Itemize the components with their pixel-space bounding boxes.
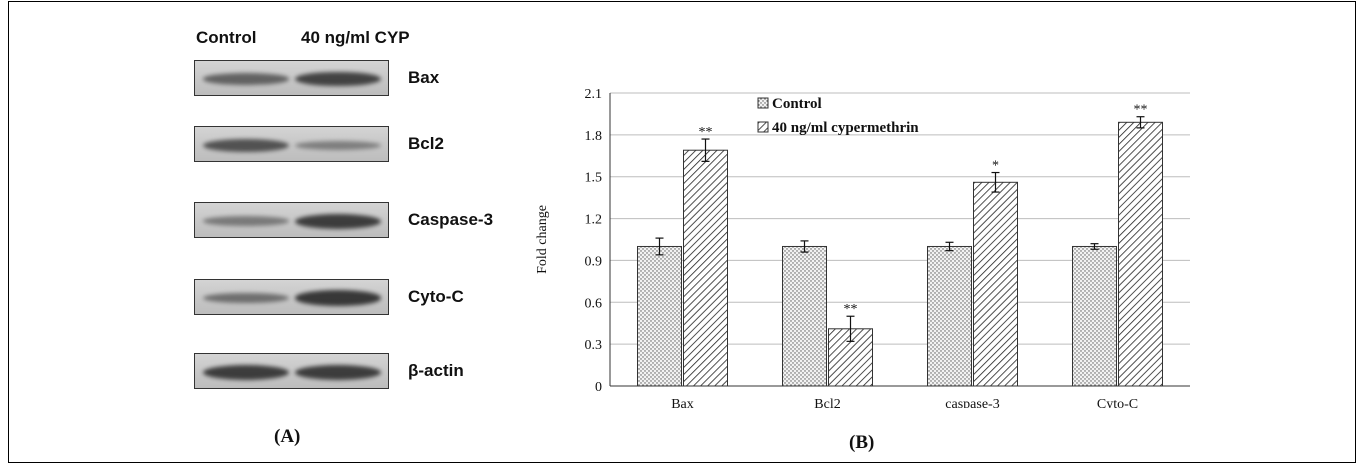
y-tick-label: 0.6 — [585, 296, 603, 311]
y-tick-label: 0 — [595, 380, 602, 395]
control-band — [203, 216, 289, 226]
y-tick-label: 1.2 — [585, 213, 603, 228]
bar-control — [782, 245, 827, 387]
significance-mark: ** — [1134, 103, 1148, 118]
y-tick-label: 1.8 — [585, 129, 603, 144]
control-band — [203, 138, 289, 152]
x-tick-label: Bax — [671, 397, 694, 408]
panel-b-label: (B) — [849, 432, 875, 453]
y-tick-label: 1.5 — [585, 171, 603, 186]
blot-image — [194, 60, 389, 96]
bar-treatment — [973, 181, 1018, 387]
y-tick-label: 0.9 — [585, 254, 603, 269]
blot-label: Bcl2 — [408, 134, 444, 153]
blot-image — [194, 202, 389, 238]
panel-a-label: (A) — [274, 426, 301, 447]
treatment-band — [295, 140, 381, 150]
control-band — [203, 364, 289, 380]
significance-mark: * — [992, 159, 999, 174]
y-tick-label: 2.1 — [585, 87, 603, 102]
blot-header-control: Control — [196, 28, 257, 47]
legend-swatch — [757, 121, 769, 133]
significance-mark: ** — [699, 125, 713, 140]
x-tick-label: caspase-3 — [945, 397, 999, 408]
legend-label: Control — [772, 96, 822, 112]
bar-control — [927, 245, 972, 387]
bar-treatment — [1118, 121, 1163, 387]
x-tick-label: Cyto-C — [1097, 397, 1138, 408]
bar-treatment — [683, 149, 728, 387]
blot-image — [194, 126, 389, 162]
y-tick-label: 0.3 — [585, 338, 603, 353]
blot-label: Caspase-3 — [408, 210, 494, 229]
blot-label: Bax — [408, 68, 440, 87]
bar-control — [637, 245, 682, 387]
legend-swatch — [757, 97, 769, 109]
blot-image — [194, 279, 389, 315]
significance-mark: ** — [844, 302, 858, 317]
control-band — [203, 73, 289, 85]
y-axis-label: Fold change — [535, 205, 550, 274]
treatment-band — [295, 213, 381, 229]
treatment-band — [295, 290, 381, 306]
treatment-band — [295, 364, 381, 380]
x-tick-label: Bcl2 — [814, 397, 840, 408]
blot-header-treatment: 40 ng/ml CYP — [301, 28, 410, 47]
treatment-band — [295, 71, 381, 87]
blot-label: Cyto-C — [408, 287, 464, 306]
bar-control — [1072, 245, 1117, 387]
control-band — [203, 292, 289, 304]
figure-frame — [8, 1, 1356, 463]
blot-image — [194, 353, 389, 389]
blot-label: β-actin — [408, 361, 464, 380]
legend-label: 40 ng/ml cypermethrin — [772, 120, 919, 136]
